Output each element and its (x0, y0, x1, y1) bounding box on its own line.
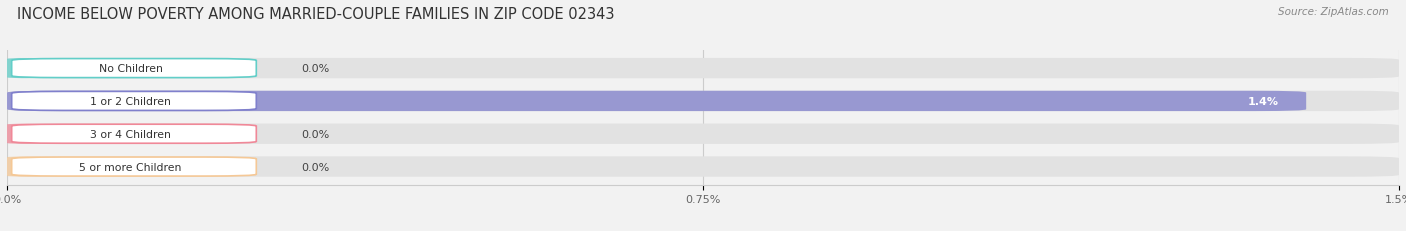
FancyBboxPatch shape (11, 125, 256, 144)
Text: 0.0%: 0.0% (302, 129, 330, 139)
FancyBboxPatch shape (7, 59, 1399, 79)
FancyBboxPatch shape (11, 92, 256, 111)
FancyBboxPatch shape (7, 91, 1306, 112)
Text: 1.4%: 1.4% (1247, 97, 1278, 106)
FancyBboxPatch shape (7, 124, 1399, 144)
Text: No Children: No Children (98, 64, 163, 74)
FancyBboxPatch shape (11, 157, 256, 176)
FancyBboxPatch shape (7, 124, 42, 144)
Text: 0.0%: 0.0% (302, 162, 330, 172)
Text: 1 or 2 Children: 1 or 2 Children (90, 97, 172, 106)
FancyBboxPatch shape (7, 157, 42, 177)
Text: 5 or more Children: 5 or more Children (80, 162, 181, 172)
FancyBboxPatch shape (11, 59, 256, 78)
FancyBboxPatch shape (7, 157, 1399, 177)
FancyBboxPatch shape (7, 59, 42, 79)
Text: Source: ZipAtlas.com: Source: ZipAtlas.com (1278, 7, 1389, 17)
Text: 0.0%: 0.0% (302, 64, 330, 74)
Text: 3 or 4 Children: 3 or 4 Children (90, 129, 172, 139)
Text: INCOME BELOW POVERTY AMONG MARRIED-COUPLE FAMILIES IN ZIP CODE 02343: INCOME BELOW POVERTY AMONG MARRIED-COUPL… (17, 7, 614, 22)
FancyBboxPatch shape (7, 91, 1399, 112)
